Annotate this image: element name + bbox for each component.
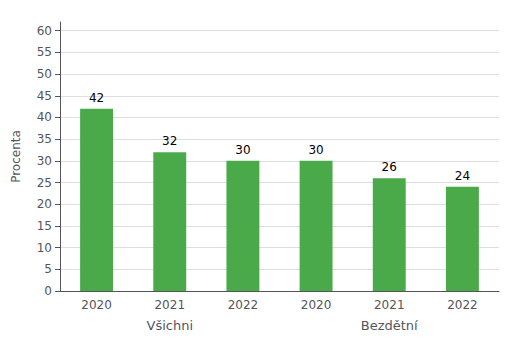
svg-text:Bezdětní: Bezdětní <box>361 318 418 333</box>
svg-text:2021: 2021 <box>154 298 185 312</box>
svg-text:Procenta: Procenta <box>9 130 23 183</box>
svg-text:32: 32 <box>162 134 177 148</box>
svg-text:26: 26 <box>382 160 397 174</box>
svg-text:30: 30 <box>37 154 52 168</box>
svg-text:42: 42 <box>89 91 104 105</box>
svg-text:0: 0 <box>44 284 52 298</box>
svg-text:55: 55 <box>37 45 52 59</box>
svg-text:2021: 2021 <box>374 298 405 312</box>
svg-text:30: 30 <box>235 143 250 157</box>
svg-text:50: 50 <box>37 67 52 81</box>
svg-text:2022: 2022 <box>228 298 259 312</box>
svg-text:2020: 2020 <box>301 298 332 312</box>
svg-text:5: 5 <box>44 262 52 276</box>
svg-text:10: 10 <box>37 241 52 255</box>
svg-text:30: 30 <box>308 143 323 157</box>
svg-text:25: 25 <box>37 176 52 190</box>
svg-text:40: 40 <box>37 110 52 124</box>
svg-text:24: 24 <box>455 169 470 183</box>
svg-text:45: 45 <box>37 89 52 103</box>
svg-text:60: 60 <box>37 24 52 38</box>
svg-text:35: 35 <box>37 132 52 146</box>
svg-text:2022: 2022 <box>447 298 478 312</box>
svg-text:Všichni: Všichni <box>146 318 193 333</box>
svg-text:2020: 2020 <box>81 298 112 312</box>
svg-text:15: 15 <box>37 219 52 233</box>
svg-text:20: 20 <box>37 197 52 211</box>
